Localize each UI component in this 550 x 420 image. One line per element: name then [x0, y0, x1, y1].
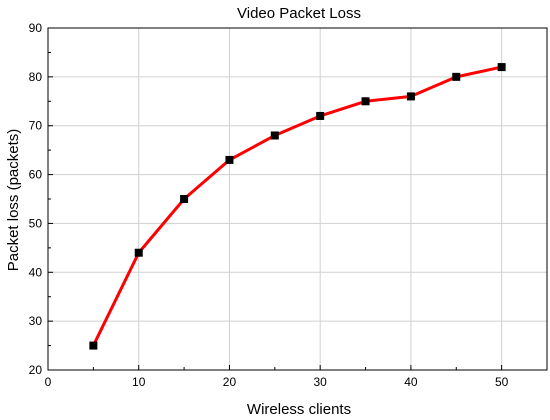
series-line [92, 65, 502, 347]
data-point [134, 248, 143, 257]
x-tick-label: 50 [495, 375, 509, 389]
chart-title: Video Packet Loss [237, 5, 361, 22]
axis-ticks [47, 27, 503, 371]
x-tick-label: 0 [45, 375, 52, 389]
data-point [316, 111, 325, 120]
series [89, 63, 506, 350]
data-point [180, 195, 189, 203]
data-point [452, 72, 461, 81]
y-tick-label: 90 [29, 21, 43, 35]
x-tick-label: 40 [404, 375, 418, 389]
y-tick-label: 30 [29, 314, 43, 328]
x-tick-label: 30 [314, 375, 328, 389]
x-tick-label: 10 [132, 375, 146, 389]
data-point [270, 131, 279, 140]
data-point [225, 155, 234, 164]
data-point [497, 63, 506, 72]
x-axis-title: Wireless clients [247, 401, 351, 418]
y-tick-label: 80 [29, 70, 43, 84]
plot-area-frame [47, 27, 548, 371]
y-tick-label: 20 [29, 363, 43, 377]
data-point [406, 92, 415, 101]
y-axis-title: Packet loss (packets) [5, 129, 22, 272]
data-point [89, 341, 98, 350]
y-tick-label: 70 [29, 119, 43, 133]
y-tick-label: 50 [29, 216, 43, 230]
x-tick-label: 20 [223, 375, 237, 389]
data-point [361, 97, 370, 106]
y-tick-label: 40 [29, 265, 43, 279]
y-tick-label: 60 [29, 168, 43, 182]
grid [48, 28, 547, 370]
tick-labels: 0 10 20 30 40 50 20 30 40 50 60 70 80 90 [29, 21, 509, 389]
